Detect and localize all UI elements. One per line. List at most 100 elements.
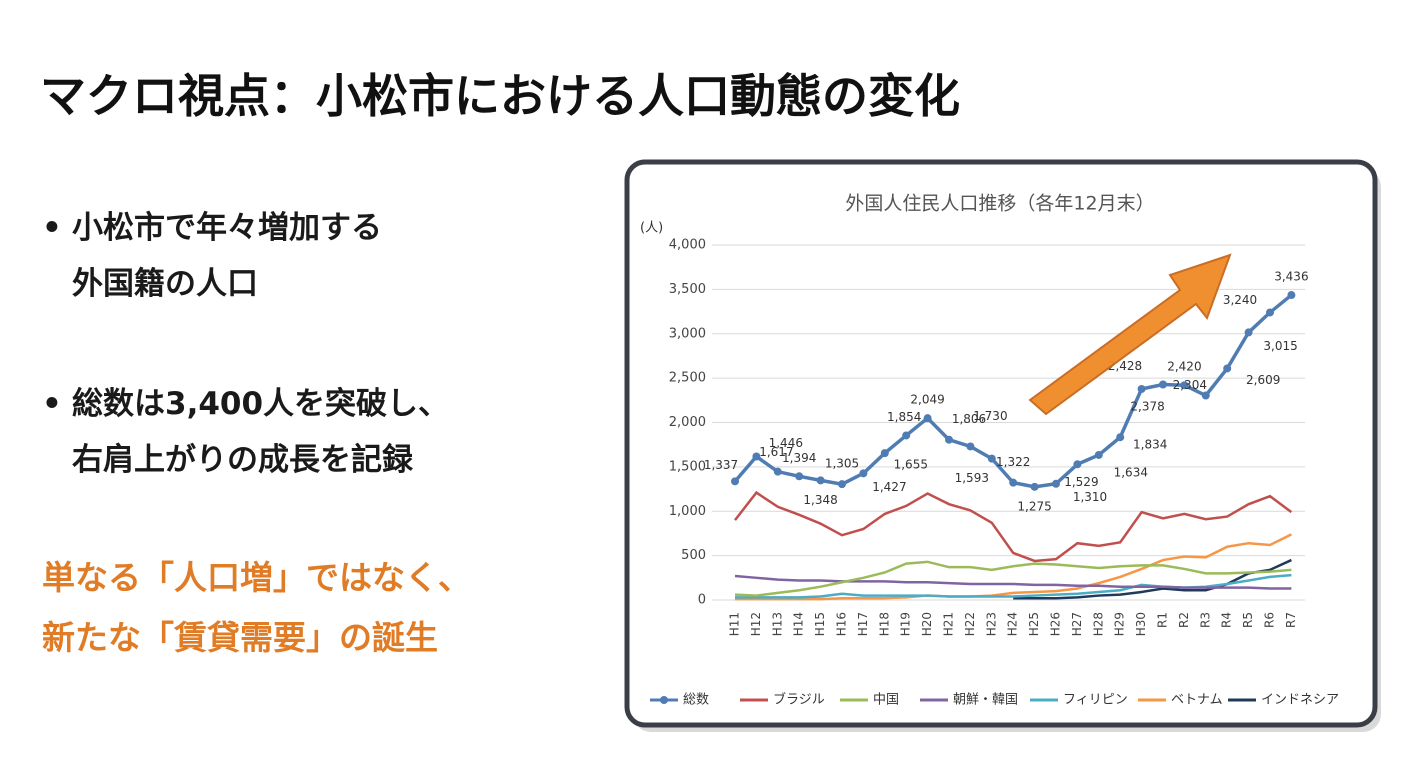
bullet: • 総数は3,400人を突破し、 右肩上がりの成長を記録: [42, 376, 449, 488]
data-label: 2,420: [1167, 360, 1201, 374]
x-tick-label: H30: [1134, 612, 1148, 636]
point: [923, 414, 932, 423]
highlight-line: 新たな「賃貸需要」の誕生: [42, 618, 438, 657]
series-line: [734, 574, 1292, 590]
y-tick-label: 500: [681, 548, 706, 563]
bullet-line: 外国籍の人口: [72, 266, 258, 302]
bullet: • 小松市で年々増加する 外国籍の人口: [42, 200, 382, 312]
point: [1223, 364, 1232, 373]
x-tick-label: H19: [899, 612, 913, 636]
point: [1094, 450, 1103, 459]
point: [1180, 381, 1189, 390]
data-label: 1,348: [803, 493, 837, 507]
x-tick-label: R5: [1241, 612, 1255, 628]
data-label: 1,730: [973, 409, 1007, 423]
slide-title: マクロ視点：小松市における人口動態の変化: [40, 69, 960, 123]
data-label: 2,609: [1246, 373, 1280, 387]
data-label: 1,305: [825, 457, 859, 471]
data-label: 2,049: [910, 393, 944, 407]
data-label: 2,304: [1173, 378, 1207, 392]
data-label: 1,529: [1064, 475, 1098, 489]
x-tick-label: H11: [728, 612, 742, 636]
point: [1030, 482, 1039, 491]
data-label: 2,378: [1130, 399, 1164, 413]
point: [1116, 433, 1125, 442]
point: [773, 467, 782, 476]
legend-label: 朝鮮・韓国: [953, 693, 1018, 708]
x-tick-label: H18: [877, 612, 891, 636]
series-line: [1013, 558, 1292, 600]
x-tick-label: H20: [920, 612, 934, 636]
data-label: 1,617: [759, 445, 793, 459]
point: [1137, 384, 1146, 393]
point: [752, 452, 761, 461]
legend-label: インドネシア: [1261, 693, 1339, 708]
series-line: [734, 560, 1292, 597]
y-tick-label: 2,000: [669, 415, 706, 430]
x-tick-label: H23: [984, 612, 998, 636]
x-tick-label: H29: [1113, 612, 1127, 636]
point: [1159, 380, 1167, 389]
series-line: [735, 533, 1292, 601]
point: [731, 477, 739, 486]
chart-frame: [624, 159, 1378, 728]
x-tick-label: H24: [1006, 612, 1020, 636]
plot: 0 500 1,000 1,500 2,000 2,500 3,000 3,500 4,000 H…: [650, 238, 1339, 708]
data-label: 1,310: [1073, 490, 1107, 504]
x-tick-label: R7: [1284, 612, 1298, 628]
point: [987, 454, 996, 463]
y-tick-label: 2,500: [669, 371, 706, 386]
data-label: 1,275: [1017, 499, 1051, 513]
data-label: 1,834: [1133, 438, 1167, 452]
data-label: 1,394: [782, 451, 816, 465]
x-tick-label: H21: [942, 612, 956, 636]
legend-marker: [660, 696, 668, 704]
point: [902, 431, 911, 440]
point: [1073, 460, 1082, 469]
data-label: 1,854: [887, 410, 921, 424]
x-tick-label: H15: [813, 612, 827, 636]
y-tick-label: 1,500: [669, 459, 706, 474]
x-tick-label: H27: [1070, 612, 1084, 636]
point: [945, 435, 953, 444]
x-tick-label: H28: [1091, 612, 1105, 636]
y-tick-label: 0: [698, 593, 706, 608]
legend-label: 中国: [873, 693, 899, 708]
y-tick-label: 4,000: [669, 238, 706, 253]
point: [966, 442, 975, 451]
legend-label: ブラジル: [773, 692, 825, 708]
x-tick-label: R4: [1220, 612, 1234, 628]
y-tick-label: 3,000: [669, 326, 706, 341]
y-unit: (人): [640, 221, 663, 236]
data-label: 3,015: [1263, 339, 1297, 353]
point: [880, 449, 889, 458]
legend-label: ベトナム: [1171, 693, 1223, 708]
x-tick-label: R6: [1263, 612, 1277, 628]
x-tick-label: H17: [856, 612, 870, 636]
data-label: 1,806: [952, 412, 986, 426]
x-tick-label: H12: [749, 612, 763, 636]
highlight-line: 単なる「人口増」ではなく、: [42, 558, 471, 597]
bullet-line: 右肩上がりの成長を記録: [72, 442, 413, 478]
data-label: 3,240: [1223, 293, 1257, 307]
point: [1244, 328, 1253, 337]
point: [859, 469, 868, 478]
data-label: 1,427: [872, 480, 906, 494]
legend-label: フィリピン: [1063, 693, 1128, 708]
x-tick-label: R3: [1198, 612, 1212, 628]
data-label: 1,337: [704, 458, 738, 472]
point: [1052, 479, 1060, 488]
point: [1201, 391, 1210, 400]
x-tick-label: H13: [770, 612, 784, 636]
data-label: 1,655: [894, 458, 928, 472]
x-tick-label: H22: [963, 612, 977, 636]
x-tick-label: H26: [1049, 612, 1063, 636]
x-tick-label: H25: [1027, 612, 1041, 636]
series-line: [734, 490, 1293, 563]
highlight: 単なる「人口増」ではなく、 新たな「賃貸需要」の誕生: [42, 548, 471, 668]
data-label: 1,593: [955, 471, 989, 485]
data-label: 1,322: [996, 455, 1030, 469]
chart-title: 外国人住民人口推移（各年12月末）: [845, 193, 1154, 215]
